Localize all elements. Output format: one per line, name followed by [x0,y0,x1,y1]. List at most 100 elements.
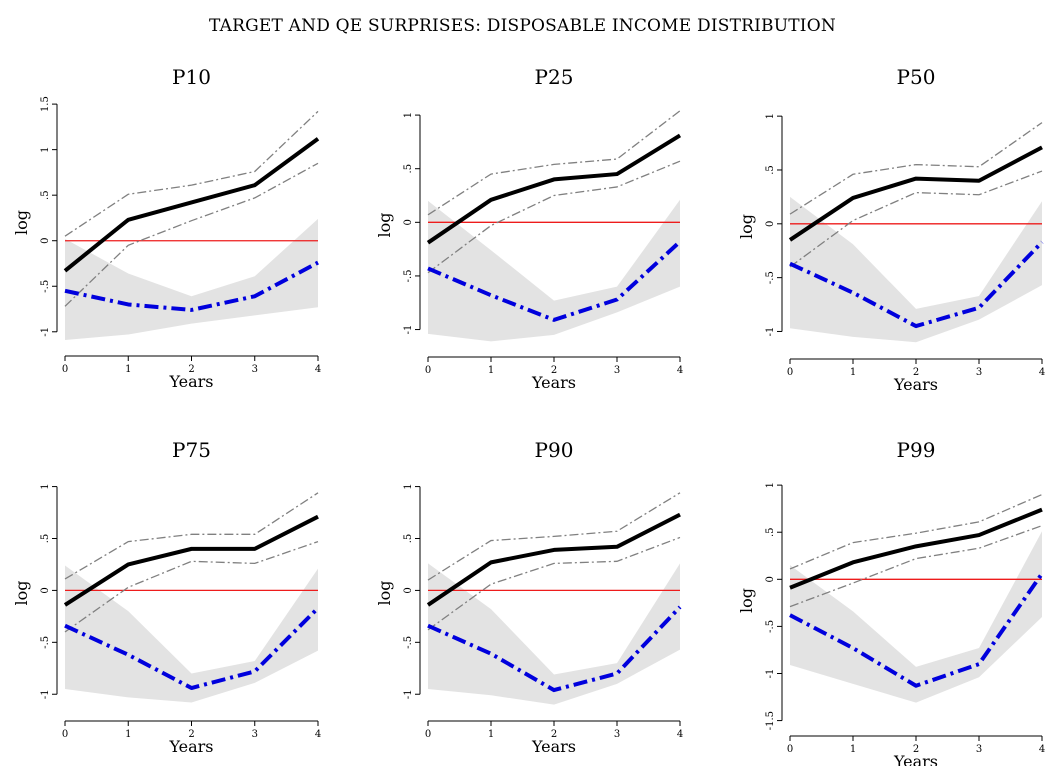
x-tick-label: 4 [677,365,683,376]
x-tick-label: 1 [850,367,856,378]
x-tick-label: 0 [62,364,68,375]
y-axis-label: log [12,581,31,606]
target-upper-bound [64,492,319,580]
x-tick-label: 1 [125,364,131,375]
y-tick-label: -1 [765,327,776,337]
y-tick-label: .5 [403,164,414,174]
x-tick-label: 0 [425,365,431,376]
x-tick-label: 3 [976,744,982,755]
x-tick-label: 2 [551,729,557,740]
qe-confidence-band [65,218,318,340]
y-axis-label: log [737,214,756,239]
panel-p99: P99 -1.5 -1 -.5 0 .5 1 0 1 2 3 4 Years log [737,438,1045,766]
x-tick-label: 2 [188,729,194,740]
y-tick-label: 1 [40,146,51,152]
y-tick-label: 1 [40,483,51,489]
y-tick-label: 1 [403,483,414,489]
figure-title: TARGET AND QE SURPRISES: DISPOSABLE INCO… [209,16,836,36]
target-lower-bound [789,525,1043,608]
y-tick-label: -1 [40,689,51,699]
x-axis-label: Years [168,737,213,756]
x-axis-label: Years [531,737,576,756]
target-upper-bound [427,492,681,581]
y-tick-label: -.5 [403,636,414,649]
qe-series-line [789,240,1044,329]
x-tick-label: 1 [850,744,856,755]
panel-title: P75 [172,438,211,462]
x-tick-label: 2 [551,365,557,376]
target-upper-bound [427,110,681,216]
target-series-line [63,137,320,273]
qe-series-line [64,606,320,691]
y-tick-label: 1.5 [40,96,51,112]
qe-confidence-band [428,199,680,342]
x-tick-label: 4 [677,729,683,740]
y-axis-label: log [375,213,394,238]
y-tick-label: 0 [765,221,776,227]
x-tick-label: 2 [913,367,919,378]
target-lower-bound [427,160,681,274]
y-tick-label: -1.5 [765,711,776,730]
x-tick-label: 4 [1039,367,1045,378]
target-series-line [789,507,1043,590]
y-tick-label: -.5 [403,269,414,282]
panel-title: P50 [897,65,936,89]
x-axis-label: Years [168,372,213,391]
y-tick-label: -1 [40,327,51,337]
target-lower-bound [64,540,319,633]
x-tick-label: 0 [62,729,68,740]
qe-series-line [427,240,682,322]
qe-confidence-band [428,563,680,705]
target-lower-bound [64,162,319,307]
y-tick-label: 0 [40,238,51,244]
panel-title: P99 [897,438,936,462]
target-series-line [426,133,682,245]
y-tick-label: 0 [403,219,414,225]
y-tick-label: -.5 [765,271,776,284]
target-series-line [426,512,681,607]
qe-series-line [789,572,1044,688]
x-tick-label: 0 [787,367,793,378]
x-axis-label: Years [531,373,576,392]
target-series-line [788,145,1043,242]
y-tick-label: .5 [765,165,776,175]
y-tick-label: -1 [403,689,414,699]
target-upper-bound [789,122,1043,215]
x-tick-label: 4 [315,729,321,740]
panel-p50: P50 -1 -.5 0 .5 1 0 1 2 3 4 Years log [737,65,1045,394]
x-tick-label: 3 [976,367,982,378]
y-tick-label: -.5 [40,636,51,649]
panel-p25: P25 -1 -.5 0 .5 1 0 1 2 3 4 Years log [375,65,683,392]
x-tick-label: 3 [252,729,258,740]
y-tick-label: -.5 [765,620,776,633]
target-upper-bound [789,493,1043,570]
y-tick-label: 1 [765,113,776,119]
qe-confidence-band [790,531,1042,703]
y-tick-label: -.5 [40,280,51,293]
x-axis-label: Years [893,375,938,394]
target-upper-bound [64,110,319,237]
x-tick-label: 4 [1039,744,1045,755]
y-axis-label: log [12,210,31,235]
y-tick-label: 0 [40,587,51,593]
target-series-line [63,514,319,607]
panel-p75: P75 -1 -.5 0 .5 1 0 1 2 3 4 Years log [12,438,321,756]
y-tick-label: .5 [40,190,51,200]
y-tick-label: 1 [403,112,414,118]
target-lower-bound [427,536,681,631]
y-tick-label: .5 [765,527,776,537]
x-tick-label: 1 [488,365,494,376]
x-tick-label: 0 [787,744,793,755]
x-tick-label: 3 [614,729,620,740]
x-tick-label: 1 [488,729,494,740]
x-tick-label: 1 [125,729,131,740]
x-tick-label: 4 [315,364,321,375]
panel-p10: P10 -1 -.5 0 .5 1 1.5 0 1 2 3 4 Years log [12,65,321,391]
qe-confidence-band [65,565,318,703]
y-axis-label: log [737,588,756,613]
qe-series-line [427,605,682,693]
y-tick-label: 0 [765,576,776,582]
x-tick-label: 3 [252,364,258,375]
panel-title: P10 [172,65,211,89]
